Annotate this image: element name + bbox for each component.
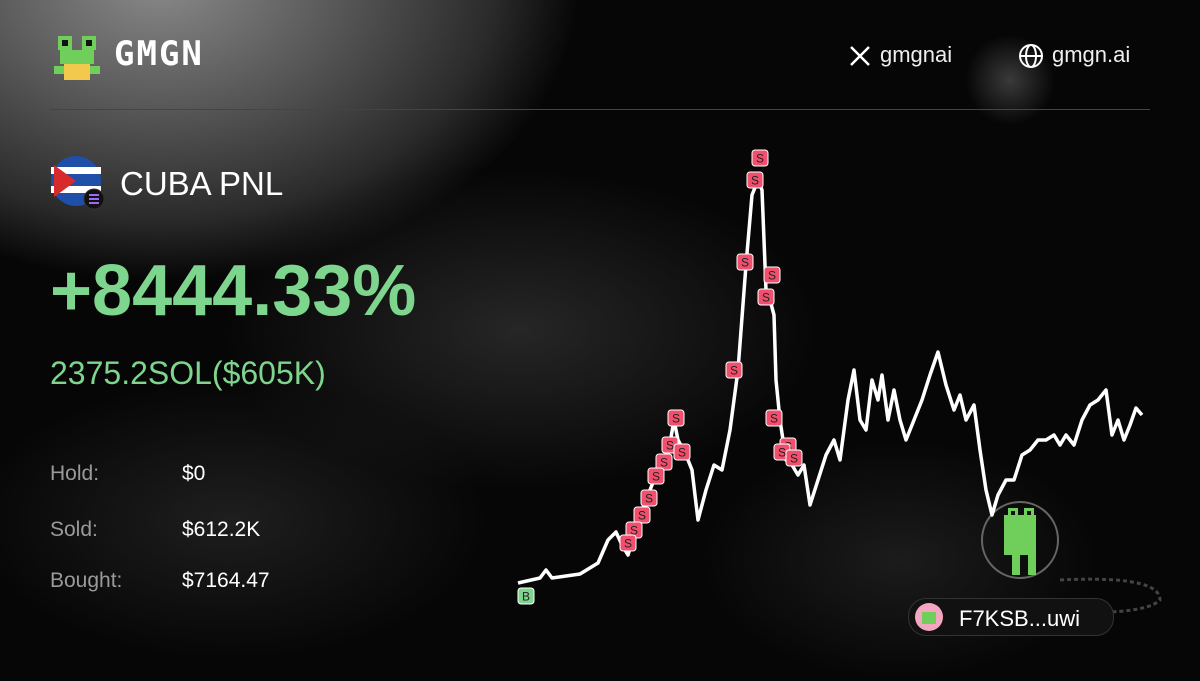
- mascot: [981, 501, 1162, 614]
- stat-value: $612.2K: [182, 518, 261, 541]
- divider: [50, 109, 1150, 110]
- brand: GMGN: [114, 34, 204, 74]
- marker-label: S: [672, 412, 680, 426]
- stat-label: Sold:: [50, 518, 98, 541]
- sell-marker: S: [673, 443, 691, 461]
- marker-box: [647, 467, 665, 485]
- sell-marker: S: [785, 449, 803, 467]
- sell-marker: S: [736, 253, 754, 271]
- sell-marker: S: [633, 506, 651, 524]
- pnl-percent: +8444.33%: [50, 251, 417, 331]
- sell-marker: S: [667, 409, 685, 427]
- price-line: [517, 178, 1144, 585]
- marker-box: [757, 288, 775, 306]
- marker-label: S: [652, 470, 660, 484]
- logo-icon: [54, 36, 100, 80]
- marker-label: S: [730, 364, 738, 378]
- token-icon: [51, 156, 105, 210]
- marker-box: [736, 253, 754, 271]
- social-x[interactable]: gmgnai: [880, 42, 953, 67]
- marker-label: S: [624, 537, 632, 551]
- marker-label: S: [660, 456, 668, 470]
- marker-box: [746, 171, 764, 189]
- sell-marker: S: [765, 409, 783, 427]
- avatar: [915, 603, 943, 631]
- marker-box: [725, 361, 743, 379]
- sell-marker: S: [763, 266, 781, 284]
- marker-box: [785, 449, 803, 467]
- social-site[interactable]: gmgn.ai: [1052, 42, 1131, 67]
- pnl-amount: 2375.2SOL($605K): [50, 355, 326, 391]
- marker-box: [673, 443, 691, 461]
- marker-label: S: [770, 412, 778, 426]
- sell-marker: S: [625, 521, 643, 539]
- marker-label: S: [778, 446, 786, 460]
- marker-box: [667, 409, 685, 427]
- sell-marker: S: [619, 534, 637, 552]
- marker-box: [763, 266, 781, 284]
- stat-label: Bought:: [50, 569, 123, 592]
- marker-label: S: [645, 492, 653, 506]
- marker-box: [619, 534, 637, 552]
- marker-label: S: [751, 174, 759, 188]
- token-name: CUBA PNL: [120, 165, 284, 202]
- sell-marker: S: [751, 149, 769, 167]
- marker-label: S: [790, 452, 798, 466]
- buy-marker: B: [517, 587, 535, 605]
- sell-marker: S: [655, 453, 673, 471]
- marker-box: [751, 149, 769, 167]
- globe-icon: [1019, 44, 1043, 68]
- marker-label: B: [522, 590, 530, 604]
- marker-label: S: [678, 446, 686, 460]
- x-icon: [850, 46, 870, 66]
- sell-marker: S: [647, 467, 665, 485]
- wallet-address: F7KSB...uwi: [959, 606, 1081, 631]
- sell-marker: S: [746, 171, 764, 189]
- marker-box: [765, 409, 783, 427]
- marker-label: S: [741, 256, 749, 270]
- marker-label: S: [630, 524, 638, 538]
- marker-box: [517, 587, 535, 605]
- marker-label: S: [666, 439, 674, 453]
- sell-marker: S: [725, 361, 743, 379]
- sell-marker: S: [757, 288, 775, 306]
- marker-label: S: [762, 291, 770, 305]
- stat-value: $7164.47: [182, 569, 270, 592]
- stat-label: Hold:: [50, 462, 100, 485]
- marker-label: S: [756, 152, 764, 166]
- wallet-badge: F7KSB...uwi: [908, 598, 1114, 636]
- sell-marker: S: [640, 489, 658, 507]
- stat-value: $0: [182, 462, 206, 485]
- marker-label: S: [638, 509, 646, 523]
- marker-box: [640, 489, 658, 507]
- marker-label: S: [768, 269, 776, 283]
